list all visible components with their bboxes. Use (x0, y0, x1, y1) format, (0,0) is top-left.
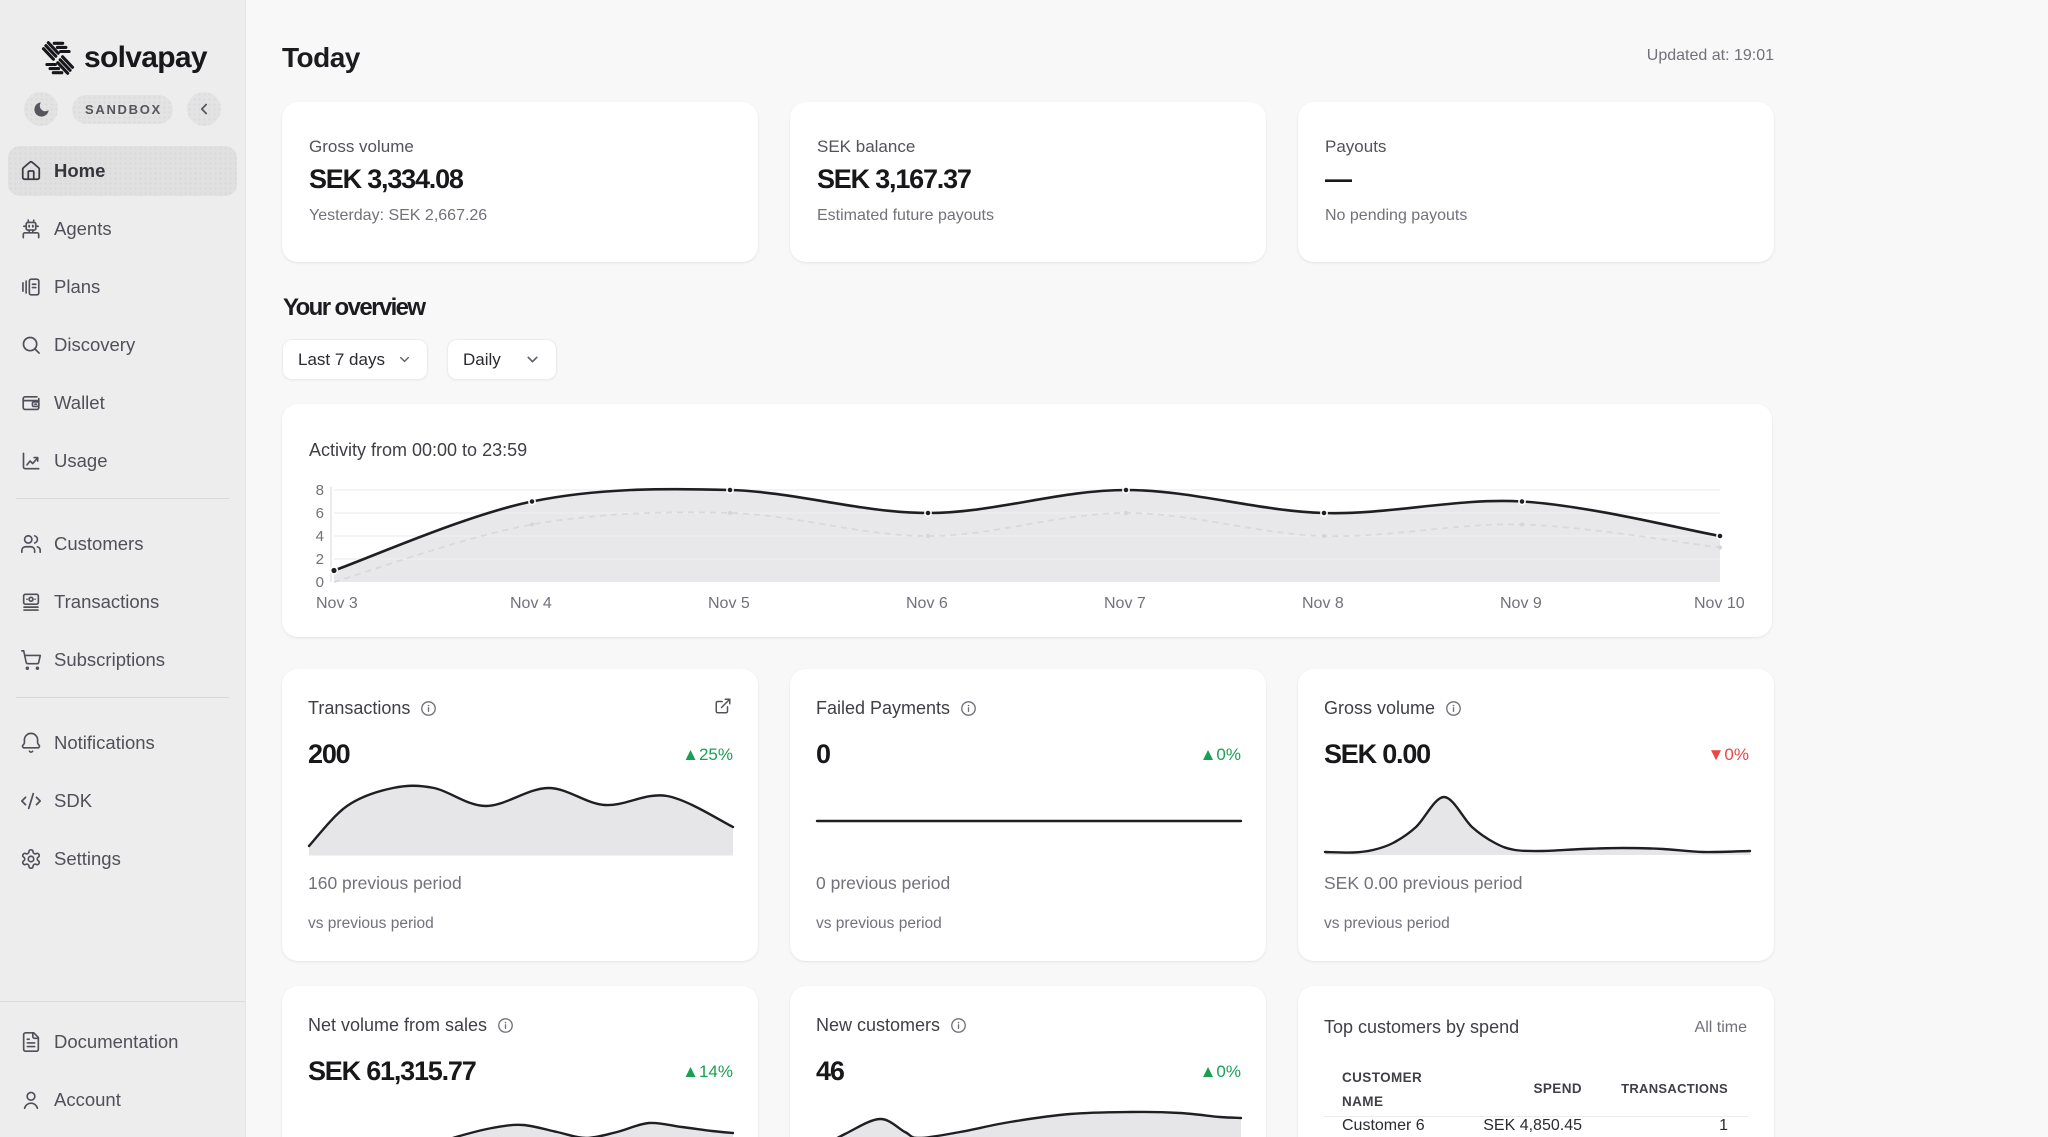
svg-text:Nov 4: Nov 4 (510, 595, 552, 612)
svg-text:Nov 9: Nov 9 (1500, 595, 1542, 612)
svg-text:8: 8 (316, 482, 324, 499)
svg-text:4: 4 (316, 528, 324, 545)
svg-text:Nov 5: Nov 5 (708, 595, 750, 612)
svg-text:Nov 6: Nov 6 (906, 595, 948, 612)
svg-text:2: 2 (316, 551, 324, 568)
svg-text:Nov 8: Nov 8 (1302, 595, 1344, 612)
svg-text:6: 6 (316, 505, 324, 522)
svg-text:Nov 3: Nov 3 (316, 595, 358, 612)
svg-text:0: 0 (316, 574, 324, 591)
svg-text:Nov 10: Nov 10 (1694, 595, 1745, 612)
svg-text:Nov 7: Nov 7 (1104, 595, 1146, 612)
